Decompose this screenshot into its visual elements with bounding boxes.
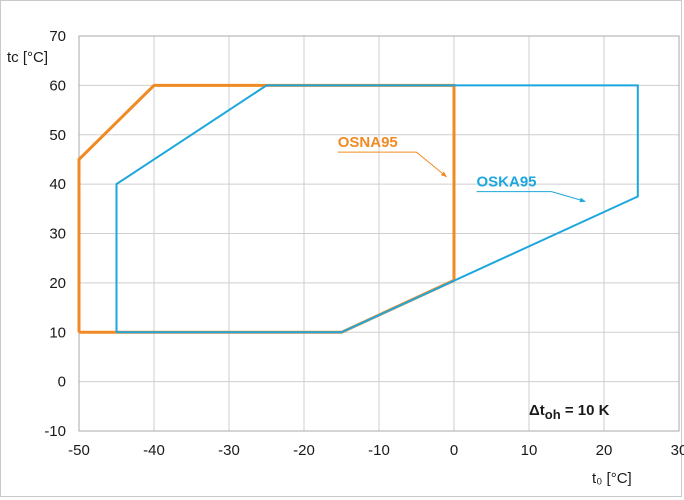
y-tick-label: 50	[49, 127, 66, 144]
x-tick-label: -40	[143, 442, 165, 459]
annotation-suffix: = 10 K	[561, 402, 610, 419]
y-tick-label: 70	[49, 28, 66, 45]
y-axis-label: tc [°C]	[7, 49, 48, 66]
y-tick-label: 30	[49, 226, 66, 243]
y-tick-label: 10	[49, 324, 66, 341]
x-axis-label: t₀ [°C]	[592, 470, 632, 487]
series-label-osna95: OSNA95	[338, 134, 398, 151]
series-label-oska95: OSKA95	[477, 174, 537, 191]
y-tick-label: 40	[49, 176, 66, 193]
y-tick-label: 0	[58, 374, 66, 391]
series-layer	[77, 83, 639, 334]
x-tick-label: 0	[450, 442, 458, 459]
superheat-annotation: Δtoh = 10 K	[529, 402, 610, 422]
annotation-subscript: oh	[545, 407, 561, 422]
series-line-oska95	[115, 84, 639, 334]
label-arrow	[416, 151, 447, 178]
annotation-prefix: Δt	[529, 402, 545, 419]
x-tick-label: -10	[368, 442, 390, 459]
y-tick-label: -10	[44, 423, 66, 440]
x-tick-label: 10	[521, 442, 538, 459]
y-tick-label: 60	[49, 77, 66, 94]
x-tick-label: -30	[218, 442, 240, 459]
series-line-osna95	[77, 83, 456, 334]
y-tick-label: 20	[49, 275, 66, 292]
x-tick-label: -50	[68, 442, 90, 459]
y-tick-labels: -10 0 10 20 30 40 50 60 70	[44, 28, 66, 440]
x-tick-labels: -50 -40 -30 -20 -10 0 10 20 30	[68, 442, 684, 459]
series-labels: OSNA95 OSKA95	[337, 134, 586, 203]
x-tick-label: 20	[596, 442, 613, 459]
label-arrow	[551, 191, 586, 203]
x-tick-label: -20	[293, 442, 315, 459]
x-tick-label: 30	[671, 442, 684, 459]
gridlines	[78, 35, 680, 432]
